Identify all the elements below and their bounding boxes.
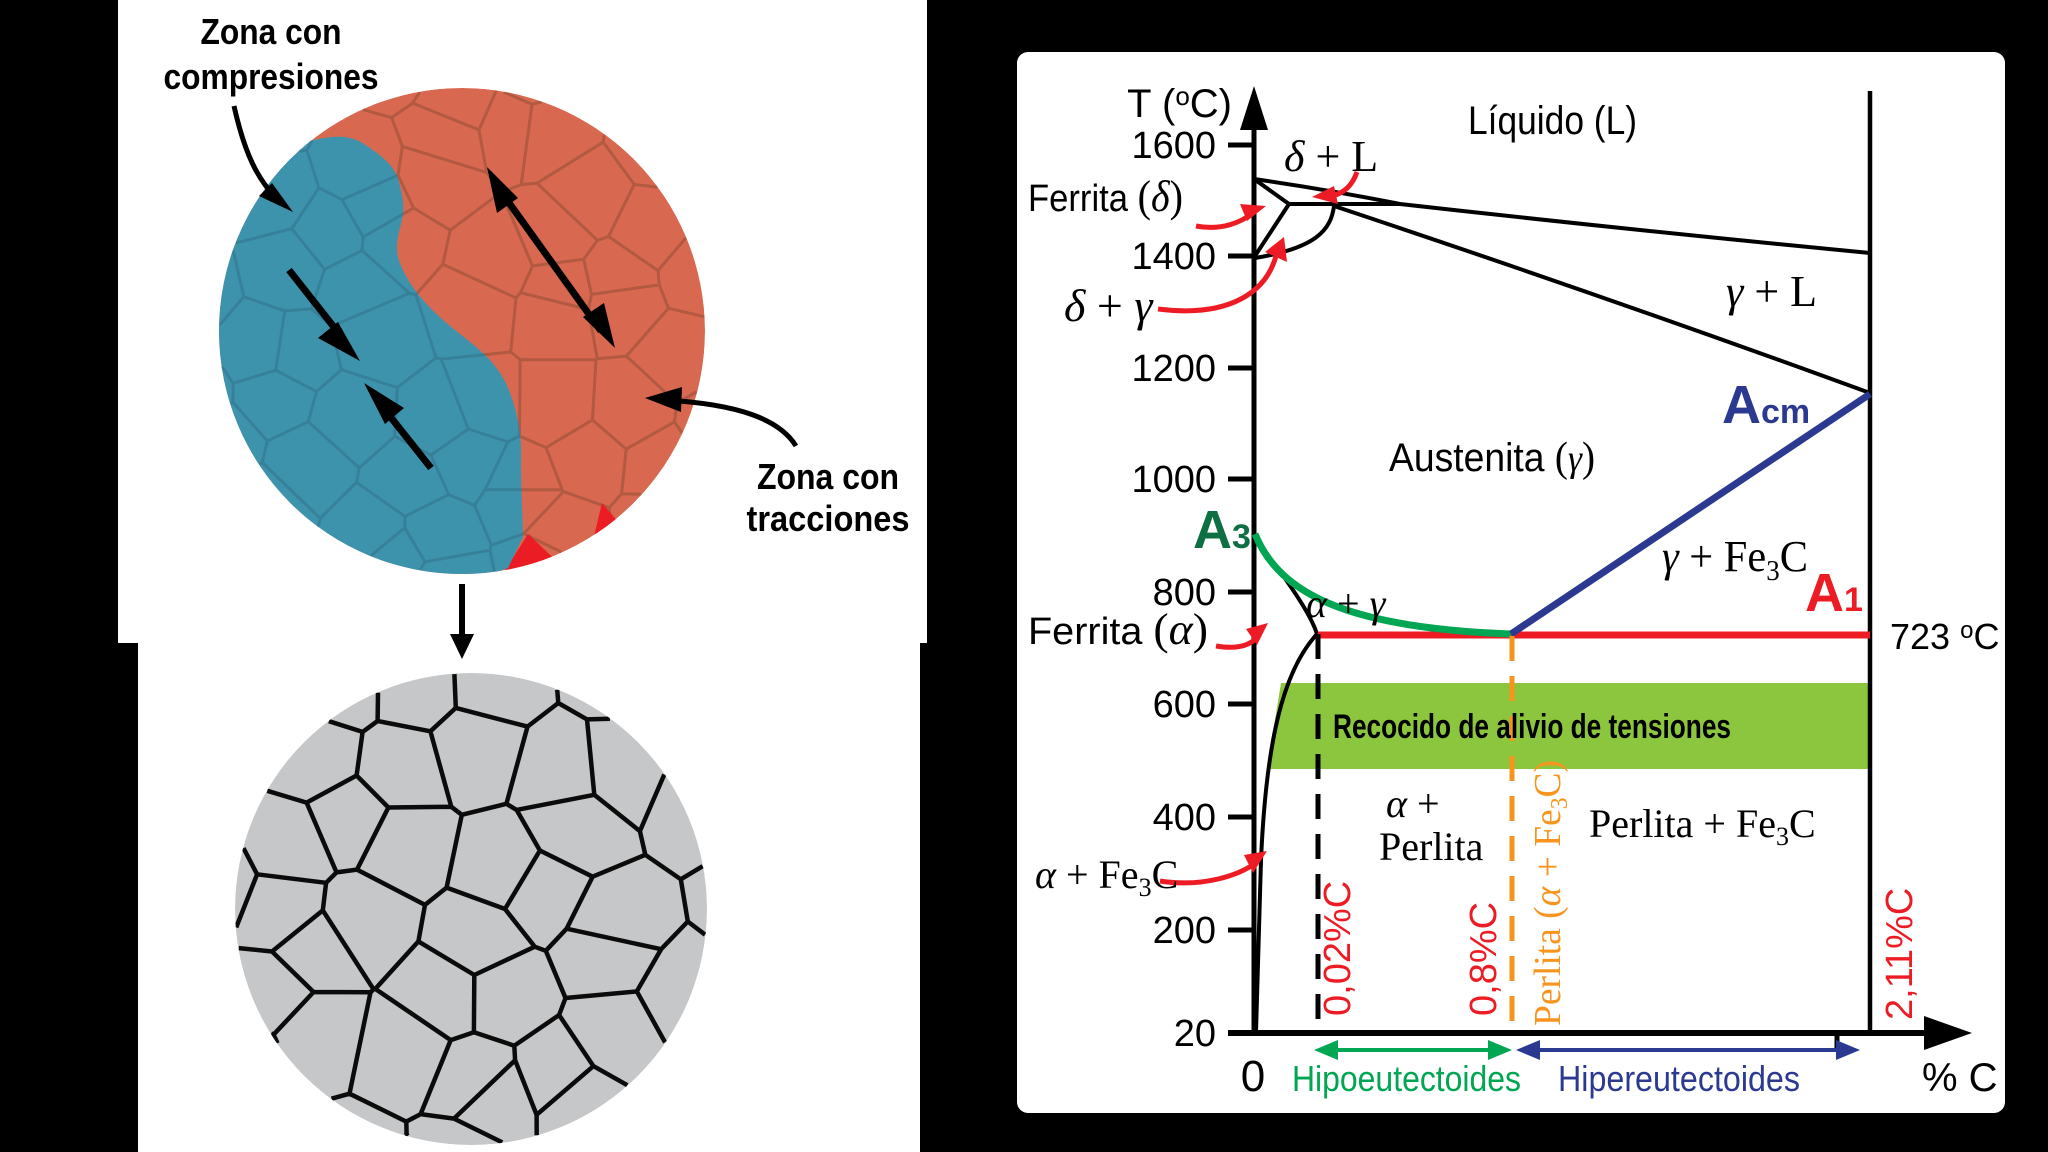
svg-text:δ + L: δ + L — [1284, 132, 1378, 181]
svg-text:% C: % C — [1922, 1056, 1998, 1100]
svg-text:α + γ: α + γ — [1306, 581, 1387, 626]
svg-text:1200: 1200 — [1131, 348, 1216, 390]
svg-text:Ferrita (α): Ferrita (α) — [1028, 605, 1208, 654]
svg-text:Perlita: Perlita — [1379, 824, 1484, 869]
svg-text:Recocido de alivio de tensione: Recocido de alivio de tensiones — [1333, 708, 1731, 746]
svg-text:Hipoeutectoides: Hipoeutectoides — [1292, 1058, 1521, 1099]
svg-text:α + Fe3C: α + Fe3C — [1035, 852, 1178, 902]
svg-text:δ + γ: δ + γ — [1064, 280, 1154, 331]
svg-text:γ + L: γ + L — [1726, 267, 1817, 316]
svg-text:γ + Fe3C: γ + Fe3C — [1662, 532, 1808, 587]
svg-text:Hipereutectoides: Hipereutectoides — [1558, 1058, 1800, 1099]
svg-text:1600: 1600 — [1131, 125, 1216, 167]
svg-text:α +: α + — [1386, 781, 1440, 826]
svg-text:723 oC: 723 oC — [1890, 616, 1999, 657]
svg-text:1000: 1000 — [1131, 459, 1216, 501]
svg-text:compresiones: compresiones — [164, 56, 379, 97]
svg-text:0,8%C: 0,8%C — [1463, 902, 1505, 1016]
svg-text:tracciones: tracciones — [747, 498, 910, 539]
svg-text:1400: 1400 — [1131, 236, 1216, 278]
svg-text:Ferrita (δ): Ferrita (δ) — [1028, 172, 1183, 221]
svg-text:0,02%C: 0,02%C — [1317, 881, 1359, 1016]
svg-text:Líquido (L): Líquido (L) — [1468, 99, 1637, 143]
svg-text:800: 800 — [1153, 572, 1216, 614]
svg-text:0: 0 — [1241, 1052, 1265, 1101]
svg-text:Zona con: Zona con — [201, 11, 342, 52]
svg-text:200: 200 — [1153, 910, 1216, 952]
svg-text:2,11%C: 2,11%C — [1879, 888, 1921, 1020]
svg-text:Austenita (γ): Austenita (γ) — [1389, 435, 1595, 481]
svg-text:Zona con: Zona con — [757, 456, 899, 497]
svg-text:20: 20 — [1174, 1013, 1216, 1055]
svg-text:600: 600 — [1153, 684, 1216, 726]
svg-text:400: 400 — [1153, 797, 1216, 839]
